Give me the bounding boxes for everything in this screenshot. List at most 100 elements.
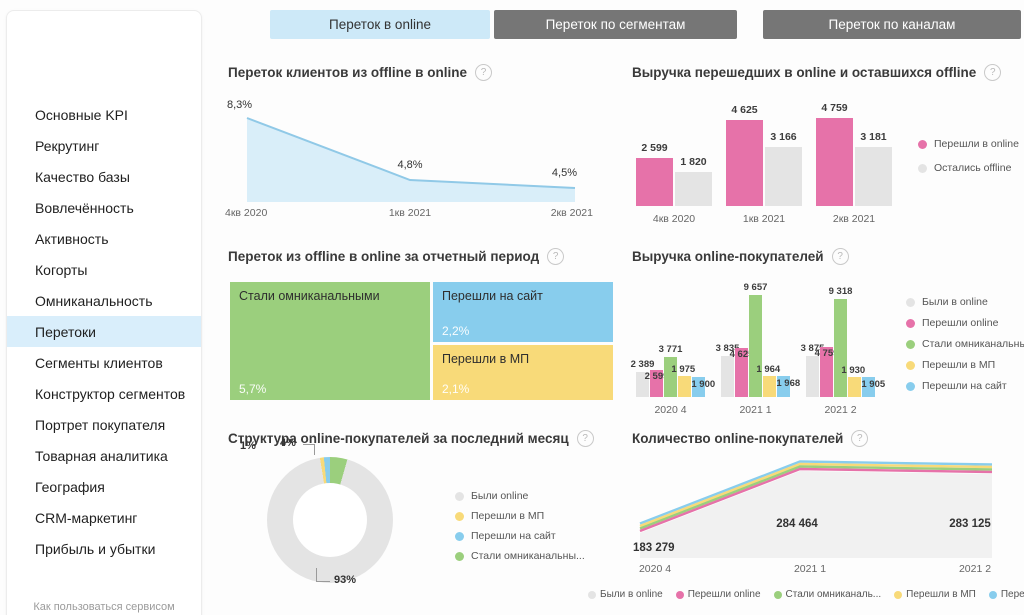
help-icon[interactable]: ?: [984, 64, 1002, 81]
legend-item[interactable]: Перешли в МП: [455, 510, 585, 522]
legend-item[interactable]: Перешли online: [906, 317, 1024, 329]
pink-dot-icon: [675, 590, 684, 599]
legend-item[interactable]: Перешли в МП: [906, 359, 1024, 371]
bar-value-label: 2 599: [641, 142, 668, 154]
help-icon[interactable]: ?: [474, 64, 492, 81]
donut-chart[interactable]: [267, 457, 393, 583]
blue-dot-icon: [906, 381, 915, 391]
treemap-cell-site[interactable]: Перешли на сайт 2,2%: [433, 282, 613, 342]
treemap-cell-omnichannel[interactable]: Стали омниканальными 5,7%: [230, 282, 430, 400]
help-icon[interactable]: ?: [831, 248, 849, 265]
treemap-cell-value: 2,2%: [442, 324, 470, 338]
sidebar-item-crm-marketing[interactable]: CRM-маркетинг: [35, 509, 138, 526]
bar-byli-v-online[interactable]: 3 875: [801, 343, 824, 397]
bar-pereshli-online[interactable]: 2 599: [645, 370, 668, 397]
sidebar-item-kogorty[interactable]: Когорты: [35, 261, 88, 278]
legend-item[interactable]: Были в online: [906, 296, 1024, 308]
flow-area-chart: 8,3% 4,8% 4,5% 4кв 2020 1кв 2021 2кв 202…: [225, 99, 593, 219]
tab-peretok-v-online[interactable]: Переток в online: [270, 10, 490, 39]
legend-item[interactable]: Перешли на сайт: [906, 380, 1024, 392]
pink-dot-icon: [906, 318, 915, 328]
tab-peretok-po-kanalam[interactable]: Переток по каналам: [763, 10, 1021, 39]
bar-pereshli-online[interactable]: 4 759: [815, 347, 838, 397]
legend-item[interactable]: Перешли в online: [918, 138, 1019, 150]
legend-item[interactable]: Остались offline: [918, 162, 1019, 174]
value-label: 8,3%: [227, 99, 252, 111]
yellow-dot-icon: [894, 590, 903, 599]
bar-value-label: 9 318: [828, 286, 853, 297]
value-label: 4,8%: [397, 159, 422, 171]
sidebar-item-rekruting[interactable]: Рекрутинг: [35, 137, 100, 154]
bar-ostalis-offline[interactable]: 3 166: [765, 131, 802, 206]
bar-byli-v-online[interactable]: 2 389: [631, 359, 654, 397]
bar-group: 2 599 1 820 4кв 2020: [636, 142, 712, 225]
legend-item[interactable]: Были online: [455, 490, 585, 502]
sidebar-item-osnovnye-kpi[interactable]: Основные KPI: [35, 106, 128, 123]
legend-item[interactable]: Перешли на сайт: [455, 530, 585, 542]
help-icon[interactable]: ?: [851, 430, 869, 447]
bar-stali-omnikanalny[interactable]: 3 771: [659, 344, 682, 397]
bar-pereshli-na-sait[interactable]: 1 905: [861, 377, 885, 397]
legend-item[interactable]: Перешли online: [675, 589, 761, 600]
panel-title-text: Выручка online-покупателей: [632, 249, 824, 264]
bar-value-label: 1 968: [776, 378, 801, 389]
bar-group: 4 625 3 166 1кв 2021: [726, 104, 802, 225]
bar-pereshli-v-online[interactable]: 4 759: [816, 102, 853, 206]
revenue-transition-legend: Перешли в online Остались offline: [918, 138, 1019, 174]
donut-hole: [293, 483, 367, 557]
sidebar-item-tovarnaya-analitika[interactable]: Товарная аналитика: [35, 447, 168, 464]
legend-label: Стали омниканальны: [922, 338, 1024, 350]
tab-peretok-po-segmentam[interactable]: Переток по сегментам: [494, 10, 737, 39]
legend-item[interactable]: Стали омниканальны: [906, 338, 1024, 350]
bar-pereshli-v-mp[interactable]: 1 975: [671, 364, 695, 397]
bar-pereshli-v-online[interactable]: 2 599: [636, 142, 673, 206]
bar-pereshli-v-mp[interactable]: 1 930: [841, 365, 865, 397]
bar-pereshli-v-mp[interactable]: 1 964: [756, 364, 780, 397]
x-axis-label: 2021 1: [794, 563, 826, 575]
bar-value-label: 3 875: [800, 343, 825, 354]
legend-item[interactable]: Стали омниканальны...: [455, 550, 585, 562]
sidebar-item-vovlechennost[interactable]: Вовлечённость: [35, 199, 134, 216]
sidebar-item-aktivnost[interactable]: Активность: [35, 230, 109, 247]
bar-pereshli-v-online[interactable]: 4 625: [726, 104, 763, 206]
buyers-count-legend: Были в online Перешли online Стали омник…: [588, 589, 1024, 600]
sidebar-item-pribyl-i-ubytki[interactable]: Прибыль и убытки: [35, 540, 156, 557]
bar-byli-v-online[interactable]: 3 835: [716, 343, 739, 397]
bar-ostalis-offline[interactable]: 3 181: [855, 131, 892, 206]
online-revenue-plot: 2 389 2 599 3 771 1 975 1 900 2020 4 3 8…: [631, 282, 886, 416]
bar-stali-omnikanalny[interactable]: 9 657: [744, 282, 767, 397]
sidebar-item-geografiya[interactable]: География: [35, 478, 105, 495]
help-icon[interactable]: ?: [576, 430, 594, 447]
panel-title-flow-offline-online: Переток клиентов из offline в online ?: [228, 64, 492, 81]
sidebar-item-peretoki[interactable]: Перетоки: [7, 316, 201, 347]
sidebar-item-portret-pokupatelya[interactable]: Портрет покупателя: [35, 416, 166, 433]
bar-ostalis-offline[interactable]: 1 820: [675, 156, 712, 206]
sidebar-item-kachestvo-bazy[interactable]: Качество базы: [35, 168, 130, 185]
treemap-cell-app[interactable]: Перешли в МП 2,1%: [433, 345, 613, 400]
bar-pereshli-na-sait[interactable]: 1 900: [691, 377, 715, 397]
legend-item[interactable]: Стали омниканаль...: [773, 589, 882, 600]
callout-line: [316, 568, 330, 582]
legend-label: Стали омниканаль...: [785, 589, 882, 600]
legend-item[interactable]: Были в online: [588, 589, 663, 600]
sidebar-item-omnikanalnost[interactable]: Омниканальность: [35, 292, 153, 309]
legend-item[interactable]: Перешли на с: [988, 589, 1024, 600]
value-label: 283 125: [949, 518, 991, 530]
bar-stali-omnikanalny[interactable]: 9 318: [829, 286, 852, 397]
panel-title-online-structure: Структура online-покупателей за последни…: [228, 430, 594, 447]
sidebar-item-segmenty-klientov[interactable]: Сегменты клиентов: [35, 354, 163, 371]
stripe-pink: [639, 467, 993, 533]
legend-label: Перешли в МП: [922, 359, 996, 371]
bar-value-label: 1 975: [671, 364, 696, 375]
sidebar-item-konstruktor-segmentov[interactable]: Конструктор сегментов: [35, 385, 186, 402]
panel-title-text: Переток из offline в online за отчетный …: [228, 249, 540, 264]
bar-pereshli-online[interactable]: 4 625: [730, 348, 753, 397]
legend-item[interactable]: Перешли в МП: [894, 589, 976, 600]
help-icon[interactable]: ?: [547, 248, 565, 265]
bar-pereshli-na-sait[interactable]: 1 968: [776, 376, 800, 397]
sidebar-help-link[interactable]: Как пользоваться сервисом: [33, 601, 175, 613]
gray-dot-icon: [588, 590, 596, 599]
bar-value-label: 2 599: [644, 371, 669, 382]
area-fill[interactable]: [247, 118, 575, 202]
area-fill-gray[interactable]: [640, 471, 992, 558]
